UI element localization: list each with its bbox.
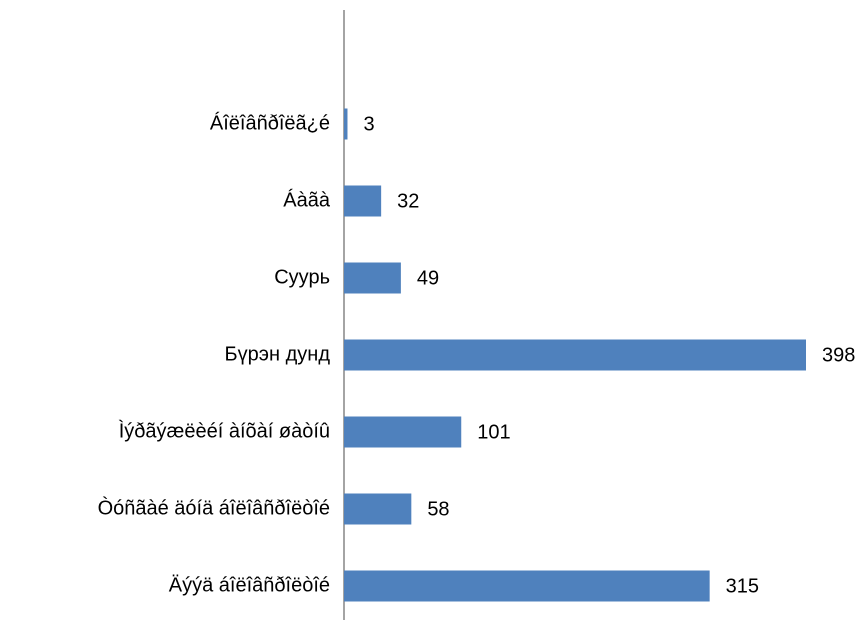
- category-label: Суурь: [274, 266, 330, 288]
- bar: [344, 185, 382, 217]
- bar: [344, 108, 348, 140]
- category-label: Áàãà: [283, 188, 331, 211]
- category-label: Äýýä áîëîâñðîëòîé: [169, 574, 330, 596]
- category-label: Áîëîâñðîëã¿é: [210, 111, 330, 134]
- value-label: 49: [417, 267, 439, 289]
- value-label: 101: [477, 421, 510, 443]
- category-label: Ìýðãýæëèéí àíõàí øàòíû: [119, 419, 330, 442]
- bar: [344, 493, 412, 525]
- bar: [344, 262, 401, 294]
- bar: [344, 339, 806, 371]
- bar: [344, 416, 462, 448]
- value-label: 315: [726, 575, 759, 597]
- bar: [344, 570, 710, 602]
- value-label: 398: [822, 344, 855, 366]
- category-label: Бүрэн дунд: [225, 343, 331, 365]
- value-label: 32: [397, 190, 419, 212]
- value-label: 3: [363, 113, 374, 135]
- category-label: Òóñãàé äóíä áîëîâñðîëòîé: [98, 496, 330, 519]
- value-label: 58: [427, 498, 449, 520]
